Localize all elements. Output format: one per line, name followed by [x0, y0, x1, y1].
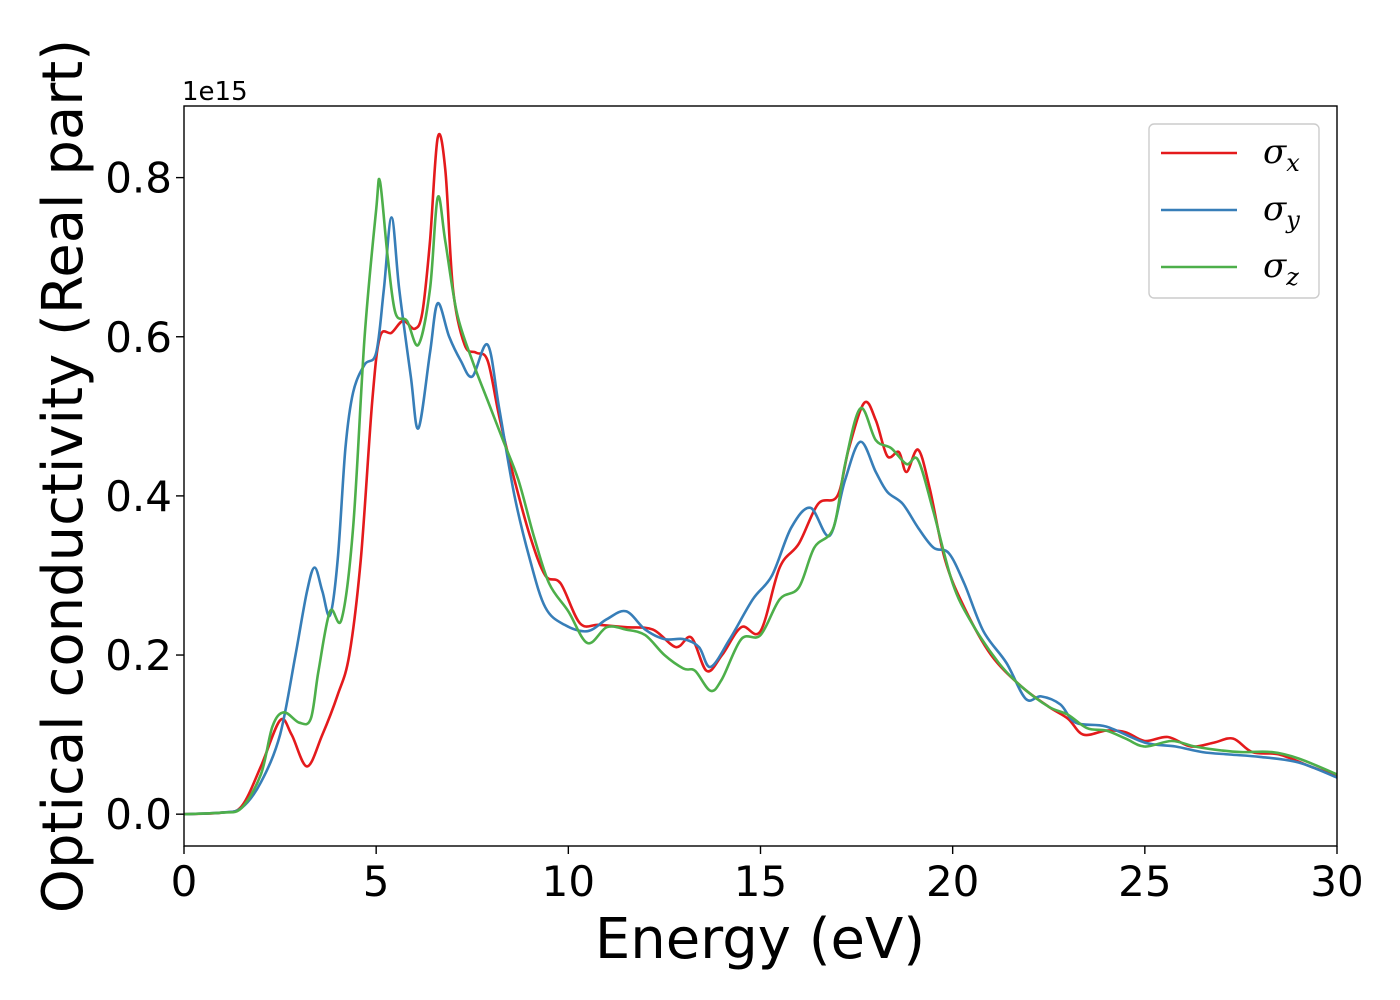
y-tick-label: 0.0: [105, 790, 172, 839]
x-tick-label: 5: [363, 857, 390, 906]
x-axis-label: Energy (eV): [595, 907, 925, 972]
x-axis-ticks: 0 5 10 15 20 25 30: [171, 846, 1364, 906]
series-line-x: [184, 132, 1337, 816]
legend-label-y: σy: [1263, 189, 1300, 234]
x-tick-label: 25: [1118, 857, 1171, 906]
x-tick-label: 20: [926, 857, 979, 906]
series-layer: [184, 132, 1337, 816]
y-tick-label: 0.8: [105, 154, 172, 203]
legend-label-z: σz: [1263, 246, 1299, 291]
series-line-y: [184, 216, 1337, 816]
y-tick-label: 0.2: [105, 631, 172, 680]
y-axis-ticks: 0.0 0.2 0.4 0.6 0.8: [105, 154, 184, 839]
y-tick-label: 0.6: [105, 313, 172, 362]
legend-entries: σx σy σz: [1161, 132, 1300, 291]
y-tick-label: 0.4: [105, 472, 172, 521]
legend: σx σy σz: [1148, 123, 1320, 299]
x-tick-label: 0: [171, 857, 198, 906]
series-line-z: [184, 177, 1337, 816]
legend-label-x: σx: [1263, 132, 1300, 177]
y-axis-label: Optical conductivity (Real part): [31, 39, 96, 913]
y-offset-label: 1e15: [182, 77, 248, 107]
x-tick-label: 10: [542, 857, 595, 906]
x-tick-label: 30: [1310, 857, 1363, 906]
x-tick-label: 15: [734, 857, 787, 906]
